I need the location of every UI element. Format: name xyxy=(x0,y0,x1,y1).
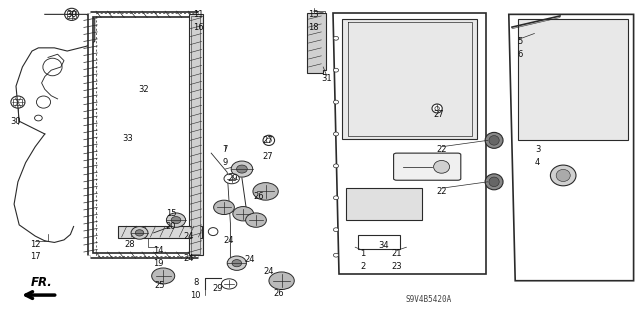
Ellipse shape xyxy=(432,104,442,113)
Text: 24: 24 xyxy=(183,232,193,241)
Text: 24: 24 xyxy=(264,267,274,276)
Ellipse shape xyxy=(489,177,499,187)
Text: 26: 26 xyxy=(273,289,284,298)
Text: 27: 27 xyxy=(262,152,273,161)
Ellipse shape xyxy=(263,135,275,145)
Ellipse shape xyxy=(214,200,234,215)
Bar xyxy=(13,99,22,105)
Ellipse shape xyxy=(227,256,246,271)
Ellipse shape xyxy=(233,207,253,221)
Bar xyxy=(358,235,400,249)
Text: 15: 15 xyxy=(166,209,176,218)
Text: 17: 17 xyxy=(30,252,40,261)
Text: 8: 8 xyxy=(193,278,198,287)
FancyBboxPatch shape xyxy=(394,153,461,180)
Ellipse shape xyxy=(231,161,253,177)
Ellipse shape xyxy=(253,182,278,200)
Text: 34: 34 xyxy=(379,241,389,250)
Text: 19: 19 xyxy=(153,259,163,268)
Ellipse shape xyxy=(11,96,25,108)
Ellipse shape xyxy=(65,8,79,20)
Text: 32: 32 xyxy=(139,85,149,94)
Text: 1: 1 xyxy=(360,249,365,258)
Bar xyxy=(189,14,203,255)
Ellipse shape xyxy=(266,138,271,143)
Ellipse shape xyxy=(166,213,186,227)
Ellipse shape xyxy=(333,68,339,72)
Text: 2: 2 xyxy=(360,262,365,271)
Text: 10: 10 xyxy=(191,291,201,300)
Text: 27: 27 xyxy=(262,136,273,145)
Text: 7: 7 xyxy=(223,145,228,154)
Text: 4: 4 xyxy=(535,158,540,167)
Text: 29: 29 xyxy=(227,174,237,183)
Text: 18: 18 xyxy=(308,23,319,32)
Ellipse shape xyxy=(333,164,339,168)
Text: 3: 3 xyxy=(535,145,540,154)
Ellipse shape xyxy=(550,165,576,186)
Text: 27: 27 xyxy=(433,110,444,119)
Ellipse shape xyxy=(489,136,499,145)
Ellipse shape xyxy=(333,228,339,232)
Text: 11: 11 xyxy=(193,10,204,19)
Text: S9V4B5420A: S9V4B5420A xyxy=(406,295,452,304)
Text: 30: 30 xyxy=(11,117,21,126)
Text: 13: 13 xyxy=(308,10,319,19)
Bar xyxy=(346,188,422,220)
Polygon shape xyxy=(333,13,486,274)
Polygon shape xyxy=(509,14,634,281)
Ellipse shape xyxy=(208,228,218,235)
Ellipse shape xyxy=(333,132,339,136)
Polygon shape xyxy=(518,19,628,140)
Ellipse shape xyxy=(135,230,144,236)
Ellipse shape xyxy=(246,213,266,227)
Text: 33: 33 xyxy=(123,134,133,143)
Text: 14: 14 xyxy=(153,246,163,255)
Ellipse shape xyxy=(152,268,175,284)
Polygon shape xyxy=(118,226,202,238)
Ellipse shape xyxy=(333,253,339,257)
Text: 25: 25 xyxy=(155,281,165,290)
Text: 5: 5 xyxy=(517,37,522,46)
Text: FR.: FR. xyxy=(31,276,52,289)
Ellipse shape xyxy=(333,196,339,200)
Ellipse shape xyxy=(221,279,237,289)
Text: 20: 20 xyxy=(166,222,176,231)
Text: 9: 9 xyxy=(223,158,228,167)
Polygon shape xyxy=(307,13,326,73)
Ellipse shape xyxy=(131,226,148,239)
Ellipse shape xyxy=(485,132,503,148)
Ellipse shape xyxy=(269,272,294,290)
Text: 26: 26 xyxy=(254,192,264,201)
Text: 12: 12 xyxy=(30,240,40,249)
Text: 23: 23 xyxy=(392,262,402,271)
Text: 21: 21 xyxy=(392,249,402,258)
Text: 31: 31 xyxy=(321,74,332,83)
Bar xyxy=(67,11,76,18)
Text: 30: 30 xyxy=(67,10,77,19)
Text: 6: 6 xyxy=(517,50,522,59)
Ellipse shape xyxy=(232,260,242,267)
Text: 28: 28 xyxy=(124,240,134,249)
Text: 24: 24 xyxy=(244,256,255,264)
Ellipse shape xyxy=(485,174,503,190)
Ellipse shape xyxy=(172,217,181,224)
Text: 16: 16 xyxy=(193,23,204,32)
Ellipse shape xyxy=(333,100,339,104)
Text: 22: 22 xyxy=(436,145,447,154)
Text: 22: 22 xyxy=(436,187,447,196)
Ellipse shape xyxy=(556,169,570,182)
Ellipse shape xyxy=(333,36,339,40)
Bar xyxy=(191,16,200,254)
Ellipse shape xyxy=(434,160,449,173)
Text: 24: 24 xyxy=(224,236,234,245)
Ellipse shape xyxy=(224,174,239,184)
Ellipse shape xyxy=(435,107,440,110)
Text: 24: 24 xyxy=(183,254,193,263)
Polygon shape xyxy=(342,19,477,139)
Text: 29: 29 xyxy=(212,284,223,293)
Ellipse shape xyxy=(237,165,247,173)
